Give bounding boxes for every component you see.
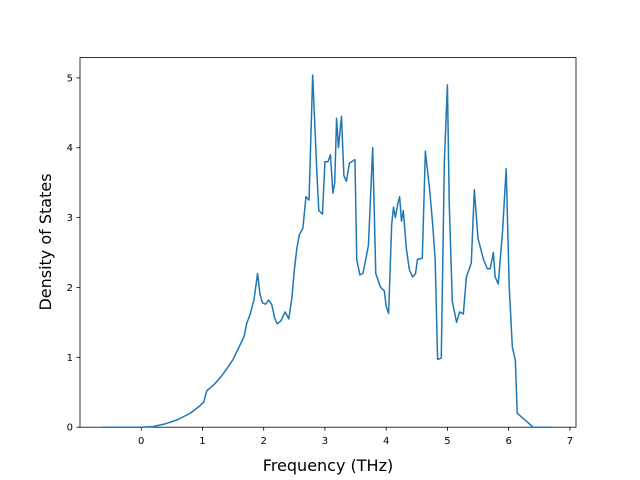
x-tick-label: 1 bbox=[199, 436, 205, 447]
y-tick-label: 5 bbox=[67, 73, 73, 84]
x-tick-label: 0 bbox=[138, 436, 144, 447]
x-tick-label: 7 bbox=[567, 436, 573, 447]
line bbox=[102, 74, 553, 428]
y-tick-label: 4 bbox=[67, 143, 73, 154]
plot-frame bbox=[79, 57, 577, 428]
y-tick-label: 1 bbox=[67, 353, 73, 364]
x-tick-label: 4 bbox=[383, 436, 389, 447]
y-axis-label: Density of States bbox=[36, 173, 55, 310]
x-tick-label: 3 bbox=[322, 436, 328, 447]
x-tick-label: 2 bbox=[261, 436, 267, 447]
y-tick-label: 0 bbox=[67, 423, 73, 434]
y-tick-label: 3 bbox=[67, 213, 73, 224]
y-tick-label: 2 bbox=[67, 283, 73, 294]
x-axis-label: Frequency (THz) bbox=[263, 456, 393, 475]
x-tick-label: 6 bbox=[505, 436, 511, 447]
x-tick-label: 5 bbox=[444, 436, 450, 447]
